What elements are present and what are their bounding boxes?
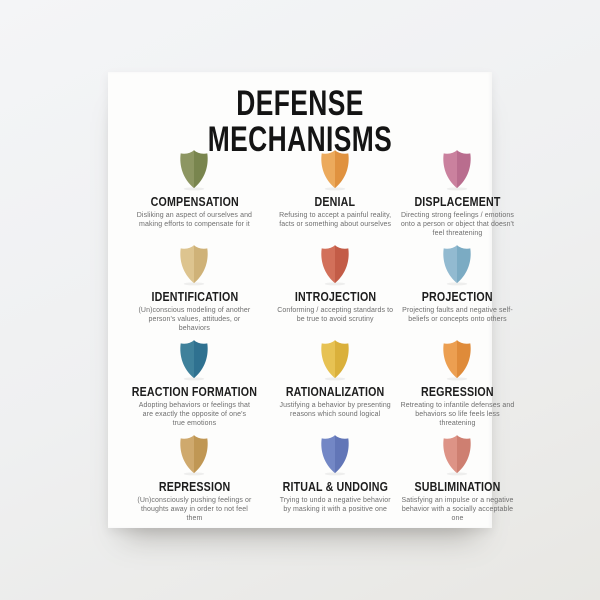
mechanism-title: RITUAL & UNDOING xyxy=(282,479,388,494)
shield-left-half xyxy=(180,435,195,474)
mechanism-card: INTROJECTION Conforming / accepting stan… xyxy=(271,243,400,338)
shield-shadow xyxy=(447,377,468,381)
mechanism-description: Retreating to infantile defenses and beh… xyxy=(400,401,515,428)
shield-shadow xyxy=(184,472,205,476)
shield-shadow xyxy=(324,472,346,476)
shield-right-half xyxy=(457,245,472,284)
mechanism-card: REPRESSION (Un)consciously pushing feeli… xyxy=(118,433,271,528)
shield-shadow xyxy=(324,187,346,191)
shield-shadow xyxy=(184,187,205,191)
shield-right-half xyxy=(194,245,209,284)
shield-right-half xyxy=(457,435,472,474)
shield-shadow xyxy=(447,187,468,191)
mechanism-card: IDENTIFICATION (Un)conscious modeling of… xyxy=(118,243,271,338)
mechanism-grid: COMPENSATION Disliking an aspect of ours… xyxy=(118,148,514,528)
mechanism-card: REACTION FORMATION Adopting behaviors or… xyxy=(118,338,271,433)
mechanism-card: COMPENSATION Disliking an aspect of ours… xyxy=(118,148,271,243)
shield-icon xyxy=(180,150,209,191)
mechanism-card: SUBLIMINATION Satisfying an impulse or a… xyxy=(399,433,515,528)
mechanism-title: COMPENSATION xyxy=(150,194,239,209)
mechanism-card: DENIAL Refusing to accept a painful real… xyxy=(271,148,400,243)
shield-left-half xyxy=(321,435,336,474)
mechanism-description: Disliking an aspect of ourselves and mak… xyxy=(136,211,253,228)
shield-left-half xyxy=(321,150,336,189)
shield-icon xyxy=(321,340,349,381)
shield-right-half xyxy=(194,340,209,379)
shield-icon xyxy=(180,435,209,476)
shield-left-half xyxy=(443,340,458,379)
shield-right-half xyxy=(335,435,349,474)
mechanism-card: REGRESSION Retreating to infantile defen… xyxy=(399,338,515,433)
shield-icon xyxy=(443,150,472,191)
mechanism-description: (Un)consciously pushing feelings or thou… xyxy=(137,496,252,523)
mechanism-card: PROJECTION Projecting faults and negativ… xyxy=(399,243,515,338)
mechanism-description: (Un)conscious modeling of another person… xyxy=(138,306,251,333)
mechanism-title: DISPLACEMENT xyxy=(414,194,501,209)
shield-icon xyxy=(321,150,349,191)
shield-left-half xyxy=(321,245,336,284)
shield-left-half xyxy=(180,150,195,189)
shield-icon xyxy=(180,245,209,286)
shield-left-half xyxy=(443,150,458,189)
shield-right-half xyxy=(194,150,209,189)
mechanism-title: SUBLIMINATION xyxy=(414,479,501,494)
mechanism-description: Refusing to accept a painful reality, fa… xyxy=(279,211,392,228)
shield-shadow xyxy=(184,377,205,381)
shield-icon xyxy=(180,340,209,381)
mechanism-title: PROJECTION xyxy=(422,289,493,304)
shield-right-half xyxy=(335,245,349,284)
shield-shadow xyxy=(447,282,468,286)
shield-shadow xyxy=(324,377,346,381)
shield-shadow xyxy=(324,282,346,286)
mechanism-title: DENIAL xyxy=(314,194,356,209)
shield-right-half xyxy=(335,150,349,189)
shield-left-half xyxy=(180,245,195,284)
shield-right-half xyxy=(194,435,209,474)
mechanism-description: Trying to undo a negative behavior by ma… xyxy=(279,496,391,513)
shield-right-half xyxy=(457,340,472,379)
shield-right-half xyxy=(457,150,472,189)
mechanism-title: REACTION FORMATION xyxy=(131,384,258,399)
shield-icon xyxy=(443,435,472,476)
mechanism-card: DISPLACEMENT Directing strong feelings /… xyxy=(399,148,515,243)
mechanism-title: INTROJECTION xyxy=(294,289,376,304)
mechanism-description: Directing strong feelings / emotions ont… xyxy=(400,211,515,238)
mechanism-description: Adopting behaviors or feelings that are … xyxy=(138,401,251,428)
shield-icon xyxy=(321,435,349,476)
shield-shadow xyxy=(447,472,468,476)
shield-icon xyxy=(443,340,472,381)
mechanism-title: REPRESSION xyxy=(158,479,231,494)
mechanism-description: Satisfying an impulse or a negative beha… xyxy=(401,496,514,523)
poster-title: DEFENSE MECHANISMS xyxy=(207,82,393,159)
mechanism-title: IDENTIFICATION xyxy=(151,289,238,304)
mechanism-description: Conforming / accepting standards to be t… xyxy=(277,306,394,323)
shield-left-half xyxy=(443,245,458,284)
mechanism-title: REGRESSION xyxy=(421,384,494,399)
shield-left-half xyxy=(321,340,336,379)
mechanism-title: RATIONALIZATION xyxy=(285,384,385,399)
shield-right-half xyxy=(335,340,349,379)
mechanism-description: Justifying a behavior by presenting reas… xyxy=(279,401,391,418)
shield-icon xyxy=(321,245,349,286)
shield-icon xyxy=(443,245,472,286)
mechanism-card: RITUAL & UNDOING Trying to undo a negati… xyxy=(271,433,400,528)
shield-left-half xyxy=(443,435,458,474)
mechanism-description: Projecting faults and negative self-beli… xyxy=(402,306,513,323)
mechanism-card: RATIONALIZATION Justifying a behavior by… xyxy=(271,338,400,433)
shield-left-half xyxy=(180,340,195,379)
poster-canvas: DEFENSE MECHANISMS COMPENSATION Dislikin… xyxy=(108,72,514,528)
shield-shadow xyxy=(184,282,205,286)
